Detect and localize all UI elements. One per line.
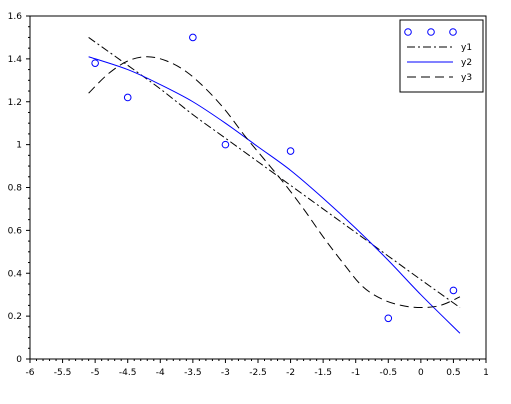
y-tick-label: 0	[16, 355, 22, 365]
x-tick-label: -3	[221, 368, 230, 378]
x-tick-label: 0	[418, 368, 424, 378]
scatter-point	[221, 140, 230, 149]
y-tick-label: 0.2	[8, 312, 22, 322]
legend: y1 y2 y3	[399, 19, 484, 93]
x-tick-label: -4.5	[119, 368, 137, 378]
x-tick-label: -0.5	[380, 368, 398, 378]
legend-marker	[449, 28, 457, 36]
scatter-point	[449, 286, 458, 295]
legend-label: y2	[461, 58, 472, 68]
scatter-point	[123, 93, 132, 102]
x-tick-label: -5	[91, 368, 100, 378]
scatter-point	[384, 314, 393, 323]
legend-label: y3	[461, 73, 472, 83]
series-layer	[88, 33, 461, 334]
y-tick-label: 1.2	[8, 98, 22, 108]
y-tick-label: 1.6	[8, 12, 23, 22]
series-line-y3	[88, 56, 461, 309]
legend-label: y1	[461, 43, 472, 53]
x-tick-label: -2	[286, 368, 295, 378]
scatter-point	[91, 59, 99, 67]
x-tick-label: 1	[483, 368, 489, 378]
legend-box	[399, 19, 484, 93]
scatter-point	[189, 33, 197, 42]
x-tick-label: 0.5	[446, 368, 460, 378]
y-tick-label: 1.4	[8, 55, 23, 65]
axis-ticks: -6 -5.5 -5 -4.5 -4 -3.5 -3 -2.5 -2 -1.5 -1 -0.5 0 0.5…	[8, 12, 489, 378]
y-tick-label: 0.4	[8, 269, 23, 279]
x-tick-label: -3.5	[184, 368, 202, 378]
y-tick-label: 0.6	[8, 226, 23, 236]
x-tick-label: -6	[26, 368, 35, 378]
scatter-point	[286, 147, 295, 155]
x-tick-label: -4	[156, 368, 165, 378]
legend-marker	[427, 28, 435, 36]
series-line-y2	[88, 56, 461, 334]
x-tick-label: -5.5	[54, 368, 72, 378]
x-tick-label: -2.5	[249, 368, 267, 378]
series-line-y1	[88, 37, 461, 308]
x-tick-label: -1	[351, 368, 360, 378]
x-tick-label: -1.5	[314, 368, 332, 378]
y-tick-label: 1	[16, 141, 22, 151]
y-tick-label: 0.8	[8, 184, 23, 194]
legend-marker	[404, 28, 412, 36]
